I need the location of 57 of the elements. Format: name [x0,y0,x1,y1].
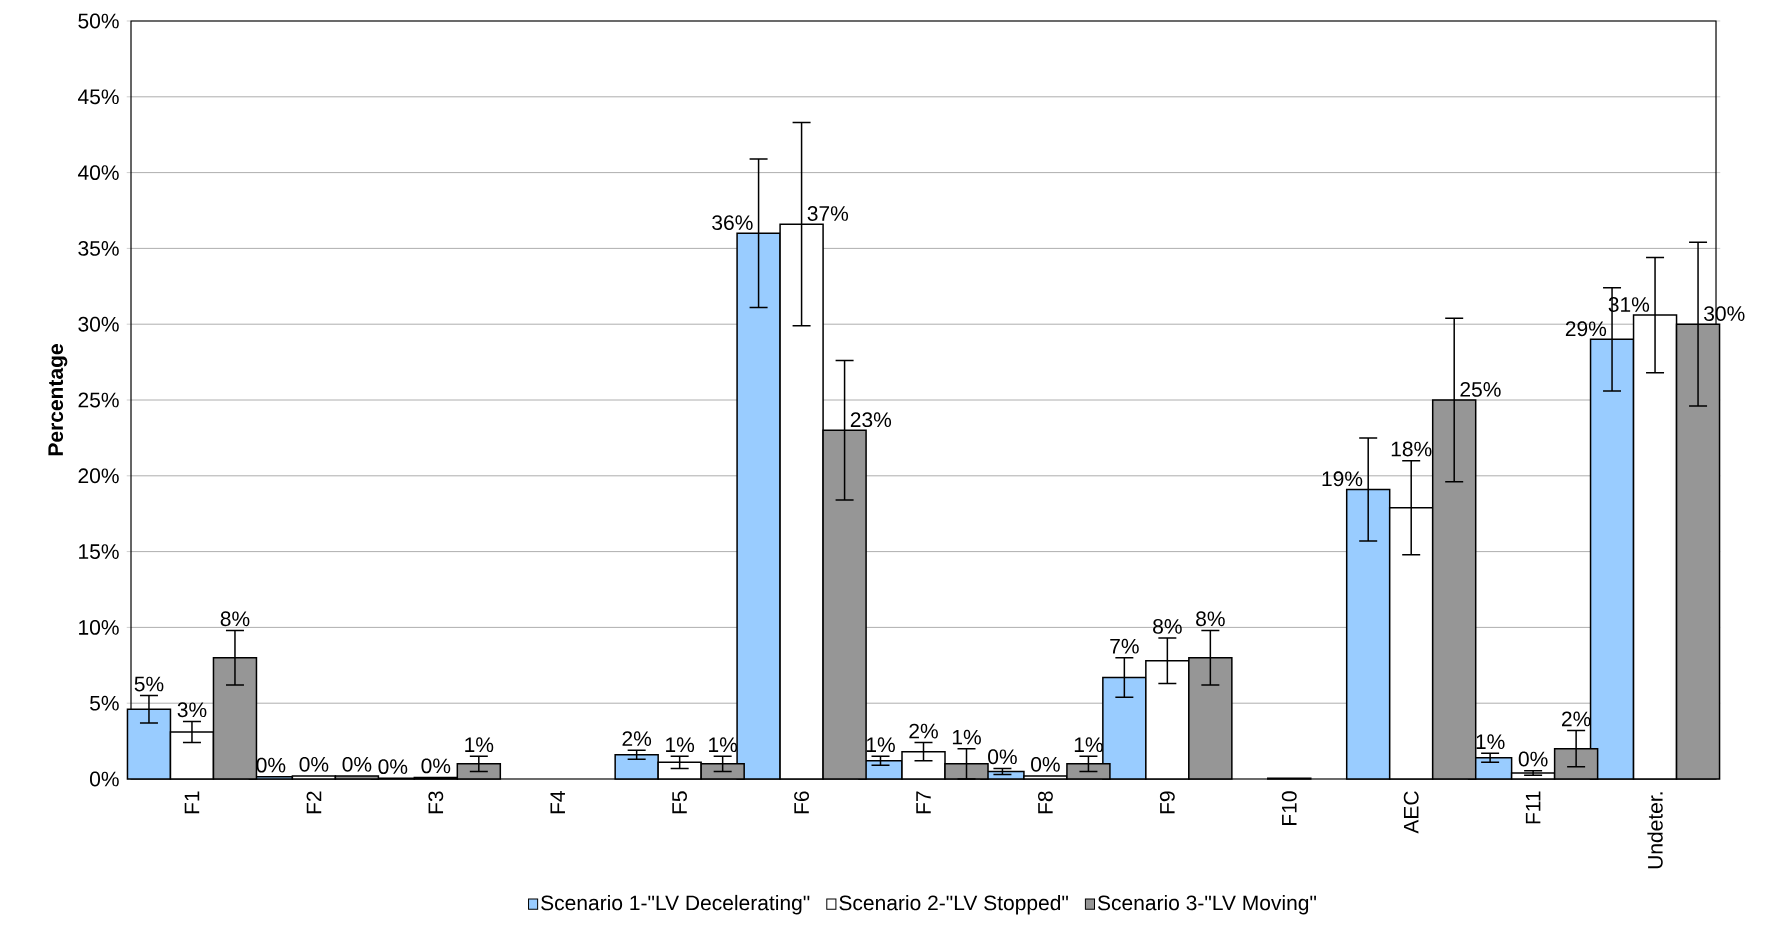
y-tick-label: 30% [78,316,119,332]
data-label: 25% [1460,381,1501,397]
y-tick-label: 45% [77,89,119,105]
x-tick-label: AEC [1403,791,1419,834]
y-tick-label: 10% [79,619,119,635]
data-label: 3% [177,702,207,718]
data-label: 0% [1518,751,1548,767]
legend-label: Scenario 1-"LV Decelerating" [541,894,810,915]
data-label: 5% [134,676,164,692]
data-label: 36% [712,215,753,231]
x-tick-label: F3 [428,791,444,814]
data-label: 0% [988,749,1017,765]
data-label: 8% [220,611,250,627]
data-label: 7% [1110,638,1139,654]
x-tick-label: F11 [1525,791,1541,824]
data-label: 0% [421,758,451,774]
x-tick-label: F2 [306,791,322,814]
data-label: 18% [1391,441,1432,457]
x-tick-label: F7 [916,791,931,814]
data-label: 0% [1031,756,1060,772]
data-label: 1% [866,737,895,753]
data-label: 1% [1476,734,1505,750]
y-tick-label: 15% [79,544,119,559]
x-tick-label: F5 [672,791,687,814]
data-label: 19% [1322,471,1363,487]
y-tick-label: 20% [78,468,119,484]
data-label: 1% [465,737,494,753]
data-label: 8% [1153,618,1182,634]
data-label: 2% [909,723,938,739]
y-tick-label: 40% [77,165,119,181]
y-tick-label: 35% [78,240,119,256]
legend-label: Scenario 3-"LV Moving" [1097,894,1317,915]
data-label: 8% [1196,611,1225,627]
x-tick-label: F9 [1159,791,1175,814]
data-label: 1% [952,729,981,745]
data-label: 0% [256,757,286,773]
x-tick-label: F6 [794,791,810,814]
x-tick-label: F8 [1037,791,1053,814]
y-axis-title: Percentage [48,344,68,456]
y-tick-label: 50% [78,13,119,29]
data-label: 0% [342,756,372,772]
y-tick-label: 0% [90,771,119,787]
x-tick-label: Undeter. [1647,792,1663,869]
data-label: 0% [299,756,329,772]
data-label: 37% [807,206,849,221]
data-label: 1% [666,737,695,753]
data-label: 0% [378,759,408,775]
y-tick-label: 5% [90,695,119,711]
x-tick-label: F1 [184,791,200,814]
data-label: 23% [850,412,892,428]
legend-label: Scenario 2-"LV Stopped" [839,894,1068,915]
x-tick-label: F4 [550,791,565,814]
y-tick-label: 25% [78,392,119,408]
data-label: 2% [622,731,652,746]
data-label: 2% [1562,711,1591,727]
data-label: 29% [1565,321,1607,337]
x-tick-label: F10 [1281,791,1297,825]
